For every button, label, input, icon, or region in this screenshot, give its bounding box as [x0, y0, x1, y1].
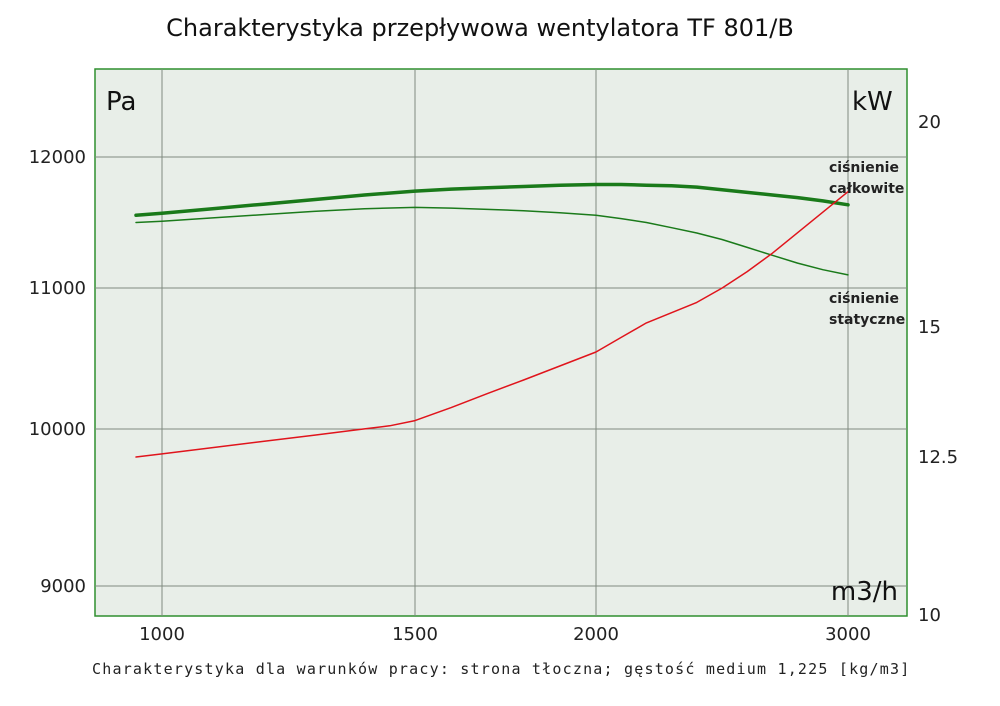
series-label-static-line2: statyczne — [829, 312, 905, 328]
x-tick-label: 1500 — [392, 624, 438, 645]
chart-title: Charakterystyka przepływowa wentylatora … — [166, 14, 794, 42]
y-right-tick-label: 12.5 — [918, 447, 958, 468]
series-label-total-line1: ciśnienie — [829, 160, 899, 176]
series-label-static-pressure: ciśnienie statyczne — [829, 291, 905, 328]
y-right-tick-label: 15 — [918, 317, 941, 338]
y-right-tick-label: 10 — [918, 605, 941, 626]
tick-labels: 1000 1500 2000 3000 9000 10000 11000 12000 10 12.… — [29, 112, 958, 645]
series-label-static-line1: ciśnienie — [829, 291, 899, 307]
y-left-tick-label: 11000 — [29, 278, 86, 299]
y-right-tick-label: 20 — [918, 112, 941, 133]
series-label-total-pressure: ciśnienie całkowite — [829, 160, 904, 197]
series-label-total-line2: całkowite — [829, 181, 904, 197]
total-pressure-line — [134, 182, 850, 218]
x-tick-label: 2000 — [573, 624, 619, 645]
y-left-tick-label: 12000 — [29, 147, 86, 168]
y-right-axis-label: kW — [852, 87, 893, 117]
series-lines — [134, 182, 850, 458]
x-tick-label: 1000 — [139, 624, 185, 645]
x-axis-label: m3/h — [831, 577, 898, 607]
y-left-axis-label: Pa — [106, 87, 136, 117]
y-left-tick-label: 10000 — [29, 419, 86, 440]
x-tick-label: 3000 — [825, 624, 871, 645]
power-line — [135, 190, 849, 458]
static-pressure-line — [135, 206, 849, 276]
plot-area — [94, 68, 908, 617]
chart-footnote: Charakterystyka dla warunków pracy: stro… — [92, 660, 911, 678]
grid — [95, 69, 907, 616]
y-left-tick-label: 9000 — [40, 576, 86, 597]
